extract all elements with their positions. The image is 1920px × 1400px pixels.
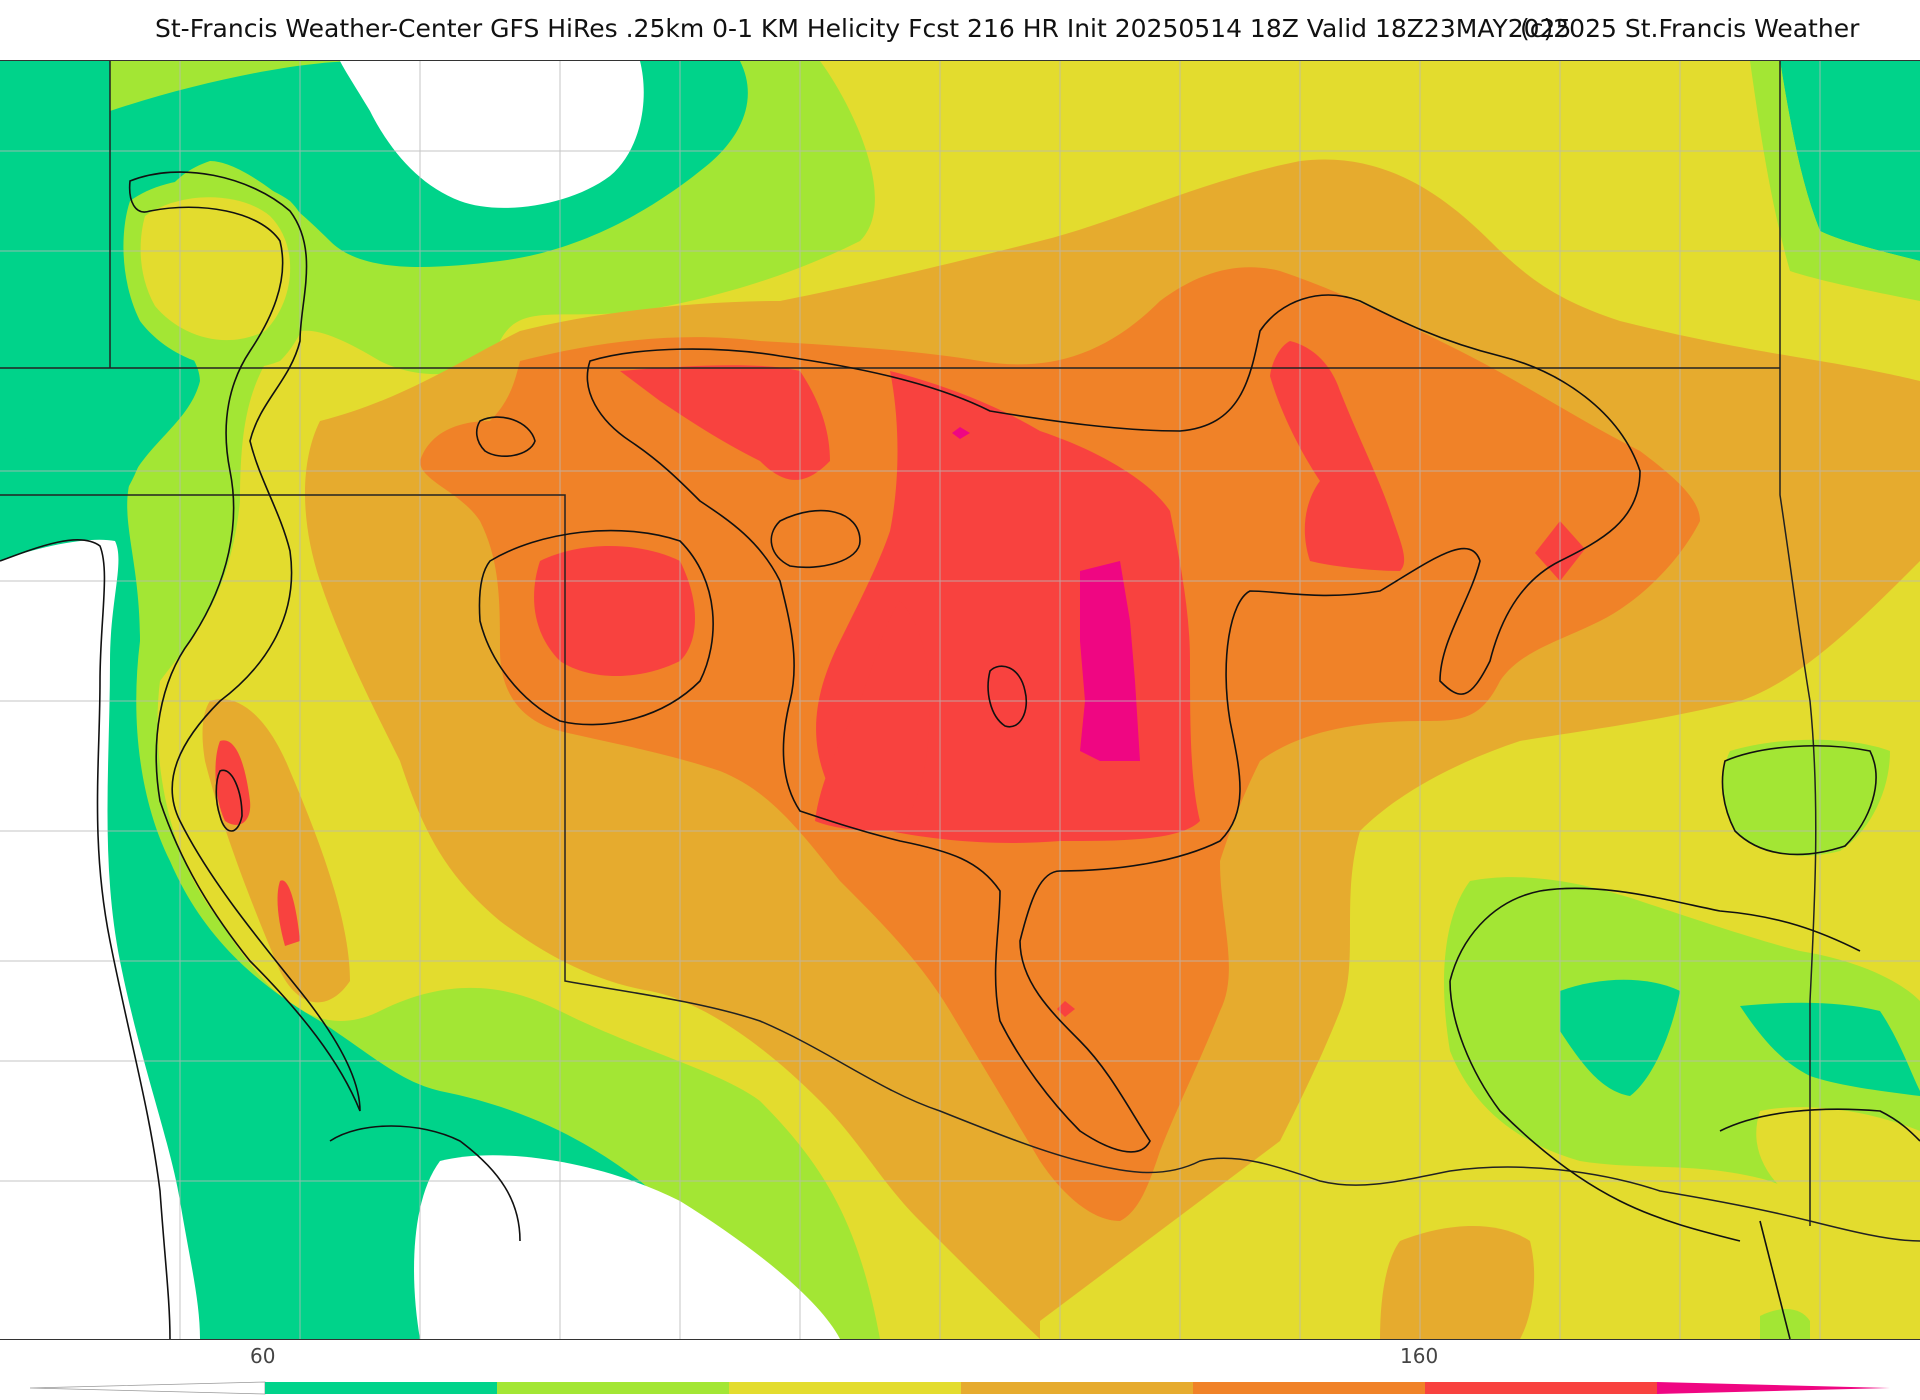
band-160-180-south-arm: [815, 601, 930, 831]
copyright-text: (c)2025 St.Francis Weather: [1520, 14, 1860, 43]
band-60-80-nw-strip: [20, 369, 153, 526]
band-60-80-east-2: [1740, 1002, 1920, 1096]
band-160-180-south-dot: [1057, 1001, 1075, 1017]
band-80-100-east-edge: [1750, 61, 1920, 301]
colorbar-segment-below-60: [29, 1381, 266, 1395]
band-80-100-east-top: [1723, 739, 1890, 856]
colorbar-segment-140-160: [1193, 1382, 1425, 1394]
below-60-north: [340, 61, 644, 208]
colorbar-segment-80-100: [497, 1382, 729, 1394]
band-100-120-se-pocket: [1756, 1107, 1920, 1241]
helicity-map-svg: [0, 61, 1920, 1339]
colorbar-tick-160: 160: [1400, 1344, 1439, 1368]
band-60-80-west: [0, 61, 760, 1339]
band-60-80-east-1: [1560, 979, 1680, 1096]
county-lines: [0, 61, 1920, 1339]
band-180-plus-dot: [952, 427, 970, 439]
below-60-southwest: [414, 1155, 840, 1339]
band-160-180-west-arm-2: [277, 880, 300, 946]
band-120-140-south: [1380, 1226, 1535, 1339]
colorbar-segment-60-80: [265, 1382, 497, 1394]
colorbar-segment-160-180: [1425, 1382, 1657, 1394]
colorbar: [29, 1381, 1890, 1395]
band-180-plus-core: [1080, 561, 1140, 761]
band-100-120-nw-pocket: [140, 197, 291, 341]
state-borders: [0, 61, 1920, 1242]
colorbar-segment-180-plus: [1657, 1382, 1890, 1394]
band-60-80-small-cell: [10, 286, 90, 323]
colorbar-tick-60: 60: [250, 1344, 276, 1368]
band-160-180-west: [534, 546, 695, 676]
band-60-80-east-edge: [1780, 61, 1920, 261]
map-title: St-Francis Weather-Center GFS HiRes .25k…: [155, 14, 1572, 43]
map-title-bar: St-Francis Weather-Center GFS HiRes .25k…: [0, 14, 1920, 54]
colorbar-segment-120-140: [961, 1382, 1193, 1394]
band-160-180-ne: [1270, 341, 1405, 571]
below-60-west: [0, 539, 200, 1339]
helicity-map: [0, 60, 1920, 1340]
band-80-100-se-corner: [1760, 1309, 1810, 1339]
band-160-180-nw: [620, 365, 830, 480]
colorbar-segment-100-120: [729, 1382, 961, 1394]
contours: [0, 171, 1920, 1339]
